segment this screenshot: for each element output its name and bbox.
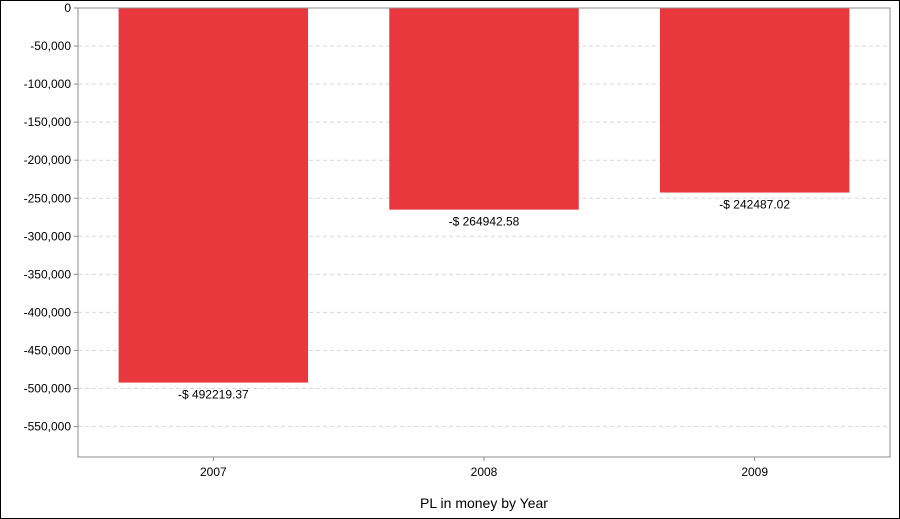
x-tick-label: 2008 (471, 465, 498, 479)
bar-2009 (659, 8, 850, 193)
y-tick-label: -150,000 (24, 115, 72, 129)
plot-frame (77, 7, 891, 458)
y-tick-label: -350,000 (24, 267, 72, 281)
bars (118, 8, 850, 383)
y-tick-label: -300,000 (24, 229, 72, 243)
y-tick-label: 0 (64, 1, 71, 15)
data-label-2008: -$ 264942.58 (449, 215, 520, 229)
x-tick-label: 2007 (200, 465, 227, 479)
y-tick-label: -100,000 (24, 77, 72, 91)
x-tick-labels: 2007 2008 2009 (200, 465, 768, 479)
bar-2008 (389, 8, 579, 210)
x-axis-title: PL in money by Year (420, 495, 548, 511)
y-tick-label: -50,000 (30, 39, 71, 53)
y-tick-label: -200,000 (24, 153, 72, 167)
data-label-2007: -$ 492219.37 (178, 388, 249, 402)
y-tick-label: -400,000 (24, 305, 72, 319)
y-tick-label: -450,000 (24, 343, 72, 357)
data-labels: -$ 492219.37 -$ 264942.58 -$ 242487.02 (178, 198, 790, 402)
x-tick-label: 2009 (741, 465, 768, 479)
axes (74, 7, 891, 461)
bar-2007 (118, 8, 309, 383)
data-label-2009: -$ 242487.02 (719, 198, 790, 212)
y-tick-label: -500,000 (24, 382, 72, 396)
y-tick-label: -550,000 (24, 420, 72, 434)
y-tick-labels: 0 -50,000 -100,000 -150,000 -200,000 -250,000… (24, 1, 72, 434)
y-tick-label: -250,000 (24, 191, 72, 205)
